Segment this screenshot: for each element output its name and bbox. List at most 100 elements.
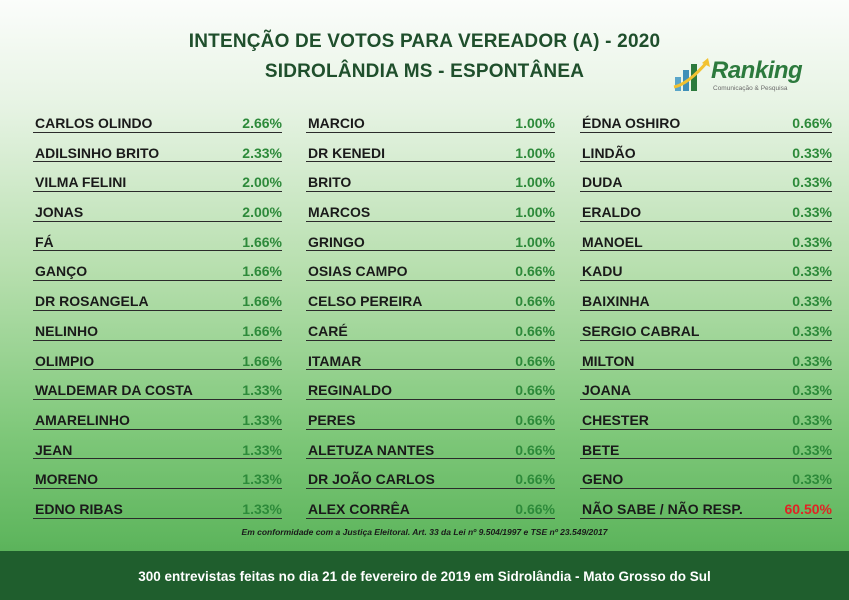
candidate-percent: 0.33%: [792, 293, 832, 310]
table-row: ALEX CORRÊA 0.66%: [306, 493, 555, 523]
candidate-name: BETE: [582, 441, 620, 458]
table-row: LINDÃO 0.33%: [580, 137, 832, 167]
table-row: DR JOÃO CARLOS 0.66%: [306, 463, 555, 493]
table-row: GANÇO 1.66%: [33, 255, 282, 285]
page-title: INTENÇÃO DE VOTOS PARA VEREADOR (A) - 20…: [188, 31, 661, 52]
table-row: AMARELINHO 1.33%: [33, 404, 282, 434]
table-row: DR ROSANGELA 1.66%: [33, 285, 282, 315]
table-row: KADU 0.33%: [580, 255, 832, 285]
candidate-name: BAIXINHA: [582, 293, 650, 310]
candidate-percent: 0.66%: [515, 411, 555, 428]
candidate-percent: 0.33%: [792, 411, 832, 428]
candidate-name: DR KENEDI: [308, 144, 386, 161]
candidate-name: JONAS: [35, 204, 84, 221]
table-row: MANOEL 0.33%: [580, 226, 832, 256]
candidate-name: SERGIO CABRAL: [582, 322, 700, 339]
table-row: ERALDO 0.33%: [580, 196, 832, 226]
table-row: ITAMAR 0.66%: [306, 345, 555, 375]
candidate-name: CARLOS OLINDO: [35, 115, 153, 131]
table-row: BAIXINHA 0.33%: [580, 285, 832, 315]
candidate-percent: 1.66%: [242, 233, 282, 250]
candidate-percent: 2.00%: [242, 174, 282, 191]
candidate-percent: 0.66%: [515, 322, 555, 339]
table-row: OLIMPIO 1.66%: [33, 345, 282, 375]
table-row: CARLOS OLINDO 2.66%: [33, 107, 282, 137]
candidate-percent: 1.66%: [242, 263, 282, 280]
candidate-name: LINDÃO: [582, 144, 636, 161]
table-row: ADILSINHO BRITO 2.33%: [33, 137, 282, 167]
candidate-name: JOANA: [582, 382, 632, 399]
table-row: JEAN 1.33%: [33, 434, 282, 464]
candidate-percent: 0.66%: [515, 263, 555, 280]
candidate-name: PERES: [308, 411, 356, 428]
table-row: FÁ 1.66%: [33, 226, 282, 256]
candidate-name: DR JOÃO CARLOS: [308, 471, 435, 488]
table-row: MARCOS 1.00%: [306, 196, 555, 226]
bar-chart-logo-icon: [673, 58, 710, 91]
candidate-percent: 0.66%: [515, 382, 555, 399]
table-row: WALDEMAR DA COSTA 1.33%: [33, 374, 282, 404]
logo-word: Ranking: [711, 57, 803, 84]
candidate-percent: 0.66%: [515, 471, 555, 488]
candidate-percent: 1.66%: [242, 352, 282, 369]
candidate-name: GENO: [582, 471, 624, 488]
logo-subtitle: Comunicação & Pesquisa: [713, 85, 788, 92]
candidate-percent: 1.33%: [242, 500, 282, 517]
candidate-name: DUDA: [582, 174, 623, 191]
table-row: PERES 0.66%: [306, 404, 555, 434]
table-row: ALETUZA NANTES 0.66%: [306, 434, 555, 464]
candidate-name: GANÇO: [35, 263, 88, 280]
candidate-name: MANOEL: [582, 233, 643, 250]
candidate-name: VILMA FELINI: [35, 174, 127, 191]
results-column-1: CARLOS OLINDO 2.66% ADILSINHO BRITO 2.33% VI…: [33, 107, 282, 523]
candidate-percent: 2.00%: [242, 204, 282, 221]
candidate-percent: 1.66%: [242, 293, 282, 310]
candidate-percent: 0.66%: [515, 441, 555, 458]
candidate-name: DR ROSANGELA: [35, 293, 149, 310]
candidate-percent: 0.33%: [792, 382, 832, 399]
candidate-name: JEAN: [35, 441, 73, 458]
candidate-name: ERALDO: [582, 204, 642, 221]
candidate-percent: 0.33%: [792, 204, 832, 221]
candidate-percent: 0.33%: [792, 233, 832, 250]
table-row: EDNO RIBAS 1.33%: [33, 493, 282, 523]
candidate-name: WALDEMAR DA COSTA: [35, 382, 193, 399]
table-row: MILTON 0.33%: [580, 345, 832, 375]
candidate-percent: 2.33%: [242, 144, 282, 161]
table-row: MARCIO 1.00%: [306, 107, 555, 137]
table-row: MORENO 1.33%: [33, 463, 282, 493]
results-column-2: MARCIO 1.00% DR KENEDI 1.00% BRITO 1.00% MARCO…: [306, 107, 555, 523]
footer-bar: 300 entrevistas feitas no dia 21 de feve…: [0, 551, 849, 600]
candidate-name: BRITO: [308, 174, 352, 191]
table-row: REGINALDO 0.66%: [306, 374, 555, 404]
results-column-3: ÉDNA OSHIRO 0.66% LINDÃO 0.33% DUDA 0.33% ERAL…: [580, 107, 832, 523]
table-row: DR KENEDI 1.00%: [306, 137, 555, 167]
table-row: NÃO SABE / NÃO RESP. 60.50%: [580, 493, 832, 523]
candidate-name: OLIMPIO: [35, 352, 95, 369]
table-row: NELINHO 1.66%: [33, 315, 282, 345]
table-row: GENO 0.33%: [580, 463, 832, 493]
candidate-name: ÉDNA OSHIRO: [582, 115, 681, 131]
table-row: OSIAS CAMPO 0.66%: [306, 255, 555, 285]
table-row: GRINGO 1.00%: [306, 226, 555, 256]
legal-footnote: Em conformidade com a Justiça Eleitoral.…: [241, 527, 608, 537]
candidate-name: EDNO RIBAS: [35, 500, 123, 517]
candidate-percent: 0.33%: [792, 322, 832, 339]
candidate-percent: 0.33%: [792, 174, 832, 191]
table-row: JOANA 0.33%: [580, 374, 832, 404]
candidate-name: CELSO PEREIRA: [308, 293, 423, 310]
candidate-name: MARCIO: [308, 115, 365, 131]
candidate-percent: 1.00%: [515, 204, 555, 221]
candidate-percent: 1.66%: [242, 322, 282, 339]
candidate-name: MORENO: [35, 471, 98, 488]
candidate-name: NELINHO: [35, 322, 98, 339]
table-row: JONAS 2.00%: [33, 196, 282, 226]
candidate-name: OSIAS CAMPO: [308, 263, 408, 280]
candidate-percent: 0.33%: [792, 471, 832, 488]
candidate-name: CARÉ: [308, 322, 348, 339]
candidate-percent: 1.00%: [515, 144, 555, 161]
candidate-percent: 2.66%: [242, 115, 282, 131]
candidate-percent: 0.33%: [792, 144, 832, 161]
candidate-name: ALETUZA NANTES: [308, 441, 435, 458]
table-row: DUDA 0.33%: [580, 166, 832, 196]
